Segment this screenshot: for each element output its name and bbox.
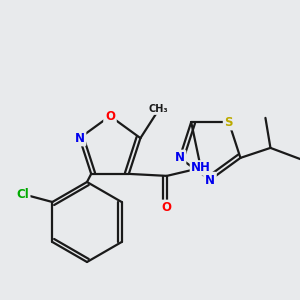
Text: NH: NH <box>191 161 211 174</box>
Text: Cl: Cl <box>16 188 29 200</box>
Text: S: S <box>225 116 233 129</box>
Text: N: N <box>175 152 184 164</box>
Text: O: O <box>105 110 115 122</box>
Text: N: N <box>75 132 85 145</box>
Text: N: N <box>205 173 215 187</box>
Text: O: O <box>162 201 172 214</box>
Text: CH₃: CH₃ <box>148 104 168 114</box>
